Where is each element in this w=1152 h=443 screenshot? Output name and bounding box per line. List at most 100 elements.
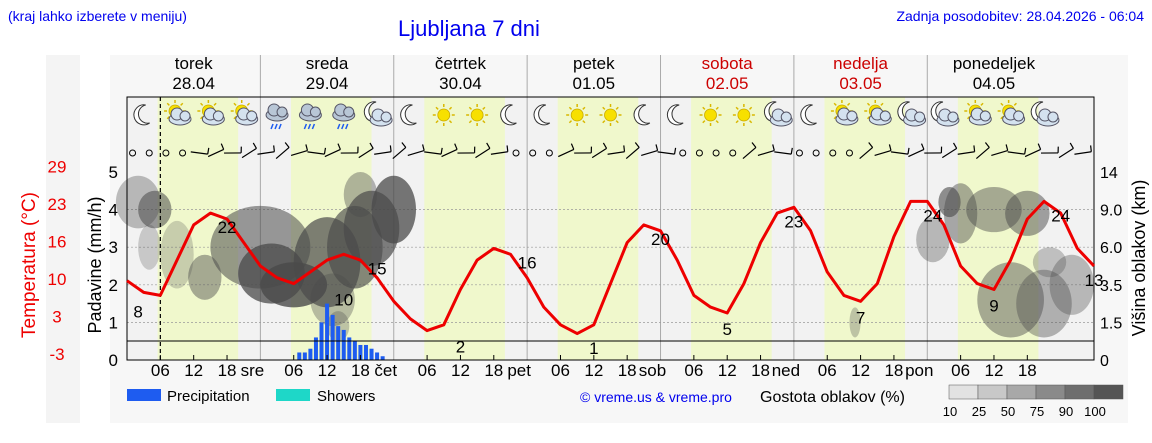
day-name: torek [175, 54, 213, 73]
temperature-label: 15 [368, 259, 387, 278]
cloud-height-axis-label: Višina oblakov (km) [1129, 180, 1149, 337]
cloud-height-tick: 3.5 [1100, 278, 1122, 295]
wind-barb-icon [1074, 145, 1092, 155]
cloud-density [343, 172, 378, 218]
cloud-density [1005, 190, 1050, 236]
rain-cloud-icon [298, 103, 322, 130]
wind-barb-icon [812, 149, 820, 157]
partly-cloudy-icon [964, 100, 992, 126]
location-hint[interactable]: (kraj lahko izberete v meniju) [8, 8, 187, 24]
daylight-band [691, 97, 772, 360]
day-short-label: pon [905, 361, 933, 380]
cloud-density-swatch [1093, 384, 1124, 400]
wind-barb-icon [275, 142, 290, 160]
wind-barb-icon [795, 149, 803, 157]
night-cloudy-icon [897, 101, 927, 127]
temperature-tick: 23 [48, 195, 67, 214]
hour-tick: 18 [884, 361, 903, 380]
wind-barb-icon [924, 146, 943, 154]
precip-tick: 5 [109, 163, 118, 182]
night-cloudy-icon [763, 101, 793, 127]
day-name: sreda [306, 54, 349, 73]
wind-barb-icon [207, 143, 225, 158]
precipitation-bar [313, 337, 318, 360]
day-short-label: sob [639, 361, 666, 380]
wind-barb-icon [975, 142, 990, 160]
wind-barb-icon [695, 149, 703, 157]
hour-tick: 06 [284, 361, 303, 380]
precipitation-bar [341, 329, 346, 360]
hour-tick: 06 [151, 361, 170, 380]
temperature-label: 23 [784, 212, 803, 231]
partly-cloudy-icon [164, 100, 192, 126]
cloud-density [1032, 247, 1067, 278]
precipitation-legend-swatch [127, 389, 161, 401]
wind-barb-icon [625, 142, 640, 160]
precipitation-bar [369, 348, 374, 360]
showers-legend-swatch [276, 389, 310, 401]
cloud-density-step: 90 [1059, 404, 1073, 419]
temperature-label: 2 [456, 338, 465, 357]
left-axis-panel [46, 55, 80, 423]
rain-cloud-icon [265, 103, 289, 130]
hour-tick: 18 [618, 361, 637, 380]
wind-barb-icon [607, 145, 626, 155]
wind-barb-icon [1024, 143, 1042, 158]
cloud-density-swatch [1064, 384, 1095, 400]
wind-barb-icon [340, 146, 359, 154]
hour-tick: 12 [718, 361, 737, 380]
day-name: nedelja [833, 54, 888, 73]
temperature-label: 16 [518, 253, 537, 272]
temperature-line [126, 199, 1096, 336]
sun-icon [599, 104, 622, 126]
wind-barb-icon [358, 142, 374, 159]
wind-barb-icon [457, 146, 476, 154]
cloud-density-swatch [977, 384, 1008, 400]
cloud-density [188, 254, 222, 300]
wind-barb-icon [257, 145, 275, 155]
partly-cloudy-icon [230, 100, 259, 126]
wind-barb-icon [241, 142, 257, 159]
cloud-density [1049, 254, 1094, 315]
wind-barb-icon [162, 149, 170, 157]
wind-barb-icon [545, 149, 553, 157]
wind-barb-icon [908, 143, 925, 158]
day-date: 01.05 [573, 74, 616, 93]
hour-tick: 18 [1018, 361, 1037, 380]
cloud-height-tick: 14 [1100, 165, 1118, 182]
cloud-density [138, 224, 161, 270]
temperature-label: 24 [1051, 206, 1070, 225]
precipitation-bar [352, 341, 357, 360]
wind-barb-icon [1058, 142, 1074, 159]
daylight-band [557, 97, 639, 360]
precip-tick: 2 [109, 276, 118, 295]
wind-barb-icon [957, 145, 976, 155]
temperature-label: 7 [856, 308, 865, 327]
temperature-axis-label: Temperatura (°C) [19, 192, 40, 338]
temperature-label: 1 [589, 339, 598, 358]
wind-barb-icon [179, 149, 187, 157]
wind-barb-icon [424, 147, 443, 155]
day-date: 04.05 [973, 74, 1016, 93]
plot-frame [126, 96, 1095, 361]
wind-barb-icon [874, 144, 892, 157]
precipitation-bar [347, 337, 352, 360]
wind-barb-icon [657, 147, 677, 155]
precipitation-bar [325, 303, 330, 360]
precipitation-bar [336, 326, 341, 360]
day-name: ponedeljek [953, 54, 1036, 73]
day-name: četrtek [435, 54, 487, 73]
day-short-label: ned [772, 361, 800, 380]
temperature-label: 8 [133, 302, 142, 321]
hour-tick: 12 [184, 361, 203, 380]
cloud-density-swatch [1006, 384, 1037, 400]
cloud-density [916, 217, 950, 263]
precipitation-bar [297, 352, 302, 360]
night-cloudy-icon [1030, 101, 1060, 127]
moon-icon [500, 104, 517, 126]
wind-barb-icon [859, 142, 874, 160]
daylight-band [424, 97, 505, 360]
hour-tick: 12 [318, 361, 337, 380]
precip-tick: 4 [109, 201, 118, 220]
